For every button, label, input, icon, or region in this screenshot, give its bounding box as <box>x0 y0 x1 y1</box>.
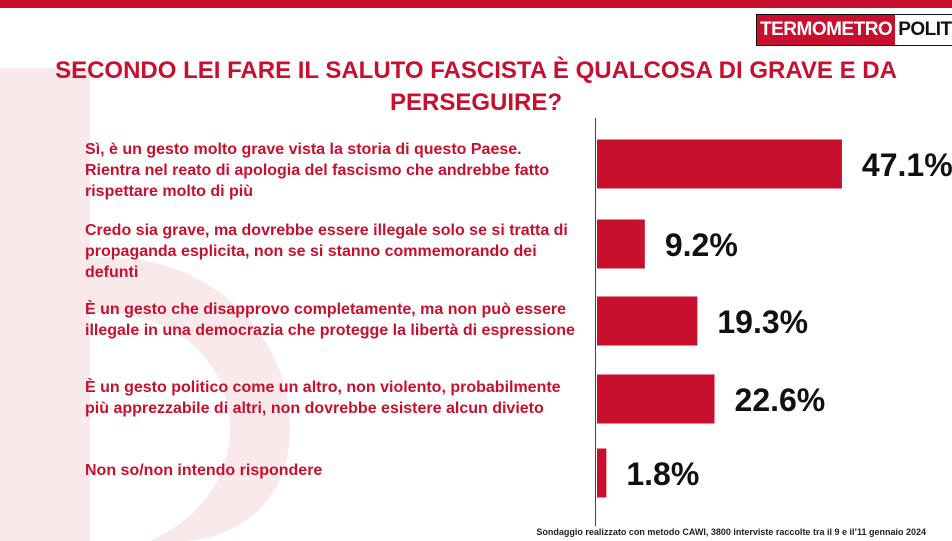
answer-label-2: Credo sia grave, ma dovrebbe essere ille… <box>85 222 568 281</box>
brand-logo-part2: POLITICO <box>895 15 952 45</box>
bar-2 <box>597 219 645 269</box>
top-accent-bar <box>0 0 952 8</box>
bar-value-label-4: 22.6% <box>735 382 826 418</box>
bar-value-label-5: 1.8% <box>626 456 699 492</box>
bar-value-label-2: 9.2% <box>665 227 738 263</box>
bar-5 <box>597 448 607 498</box>
bar-value-label-1: 47.1% <box>862 147 952 183</box>
brand-logo: TERMOMETRO POLITICO <box>756 14 952 46</box>
answer-label-3: È un gesto che disapprovo completamente,… <box>85 301 575 339</box>
answer-label-5: Non so/non intendo rispondere <box>85 462 323 479</box>
category-axis-line <box>595 118 596 526</box>
bar-1 <box>597 139 842 189</box>
brand-watermark-icon <box>0 68 290 541</box>
survey-footnote: Sondaggio realizzato con metodo CAWI, 38… <box>536 527 926 537</box>
chart-title: SECONDO LEI FARE IL SALUTO FASCISTA È QU… <box>55 57 897 116</box>
bar-3 <box>597 296 698 346</box>
bar-value-label-3: 19.3% <box>717 304 808 340</box>
brand-logo-part1: TERMOMETRO <box>757 15 896 45</box>
bar-4 <box>597 374 715 424</box>
answer-label-4: È un gesto politico come un altro, non v… <box>85 379 561 417</box>
answer-label-1: Sì, è un gesto molto grave vista la stor… <box>85 141 550 200</box>
